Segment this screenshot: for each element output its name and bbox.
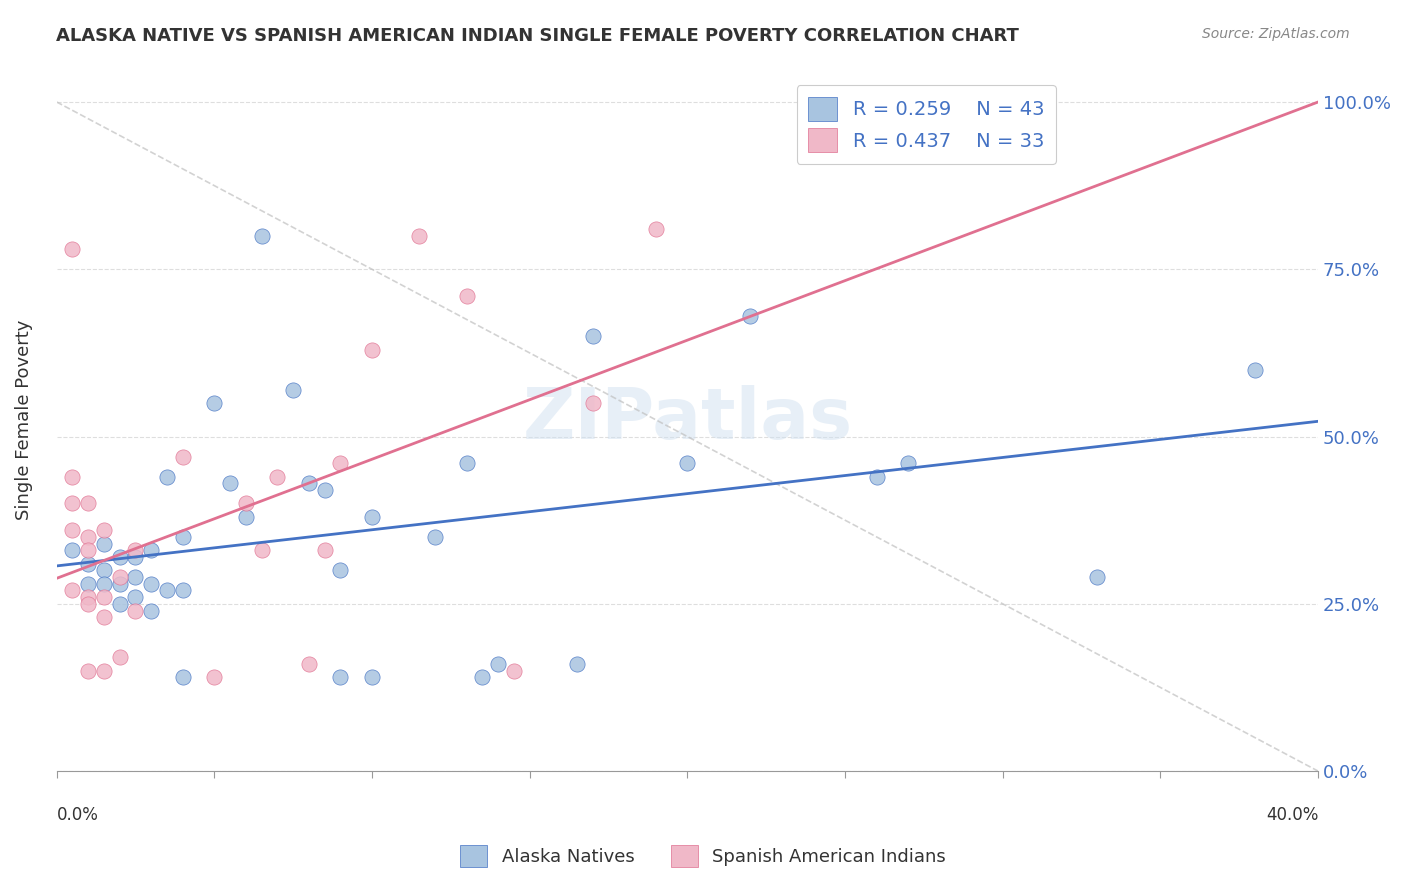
Point [235, 509, 257, 524]
Point [124, 549, 146, 564]
Point [93, 576, 115, 591]
Point [108, 597, 131, 611]
Point [93, 536, 115, 550]
Point [60, 523, 83, 537]
Point [250, 228, 273, 243]
Text: 40.0%: 40.0% [1265, 806, 1319, 824]
Point [124, 543, 146, 558]
Point [156, 583, 179, 598]
Point [361, 670, 384, 684]
Point [219, 476, 242, 491]
Point [314, 543, 336, 558]
Text: 0.0%: 0.0% [56, 806, 98, 824]
Point [124, 570, 146, 584]
Point [60, 242, 83, 256]
Point [897, 456, 920, 470]
Point [565, 657, 588, 671]
Point [124, 603, 146, 617]
Point [676, 456, 699, 470]
Point [250, 543, 273, 558]
Text: ZIPatlas: ZIPatlas [522, 385, 852, 454]
Point [281, 383, 304, 397]
Point [202, 396, 225, 410]
Point [361, 509, 384, 524]
Point [582, 396, 605, 410]
Point [141, 603, 163, 617]
Text: Source: ZipAtlas.com: Source: ZipAtlas.com [1202, 27, 1350, 41]
Point [156, 469, 179, 483]
Point [172, 670, 194, 684]
Point [172, 583, 194, 598]
Point [93, 523, 115, 537]
Point [108, 570, 131, 584]
Point [329, 670, 352, 684]
Point [314, 483, 336, 497]
Legend: R = 0.259    N = 43, R = 0.437    N = 33: R = 0.259 N = 43, R = 0.437 N = 33 [797, 86, 1056, 164]
Y-axis label: Single Female Poverty: Single Female Poverty [15, 319, 32, 520]
Point [141, 576, 163, 591]
Point [60, 543, 83, 558]
Point [108, 576, 131, 591]
Point [456, 456, 478, 470]
Point [456, 289, 478, 303]
Point [298, 657, 321, 671]
Point [124, 590, 146, 604]
Point [1244, 362, 1267, 376]
Point [471, 670, 494, 684]
Point [77, 576, 100, 591]
Point [408, 228, 430, 243]
Legend: Alaska Natives, Spanish American Indians: Alaska Natives, Spanish American Indians [453, 838, 953, 874]
Point [486, 657, 509, 671]
Point [93, 590, 115, 604]
Point [77, 496, 100, 510]
Point [503, 664, 526, 678]
Point [298, 476, 321, 491]
Point [77, 557, 100, 571]
Point [77, 590, 100, 604]
Point [77, 543, 100, 558]
Point [202, 670, 225, 684]
Point [1085, 570, 1108, 584]
Point [93, 664, 115, 678]
Point [60, 583, 83, 598]
Point [329, 563, 352, 577]
Point [60, 469, 83, 483]
Point [865, 469, 887, 483]
Point [108, 549, 131, 564]
Point [582, 329, 605, 343]
Point [235, 496, 257, 510]
Point [361, 343, 384, 357]
Point [77, 530, 100, 544]
Point [329, 456, 352, 470]
Point [93, 610, 115, 624]
Point [740, 309, 762, 323]
Point [108, 650, 131, 665]
Point [93, 563, 115, 577]
Point [77, 664, 100, 678]
Point [172, 530, 194, 544]
Text: ALASKA NATIVE VS SPANISH AMERICAN INDIAN SINGLE FEMALE POVERTY CORRELATION CHART: ALASKA NATIVE VS SPANISH AMERICAN INDIAN… [56, 27, 1019, 45]
Point [77, 597, 100, 611]
Point [644, 222, 666, 236]
Point [141, 543, 163, 558]
Point [423, 530, 446, 544]
Point [172, 450, 194, 464]
Point [266, 469, 288, 483]
Point [60, 496, 83, 510]
